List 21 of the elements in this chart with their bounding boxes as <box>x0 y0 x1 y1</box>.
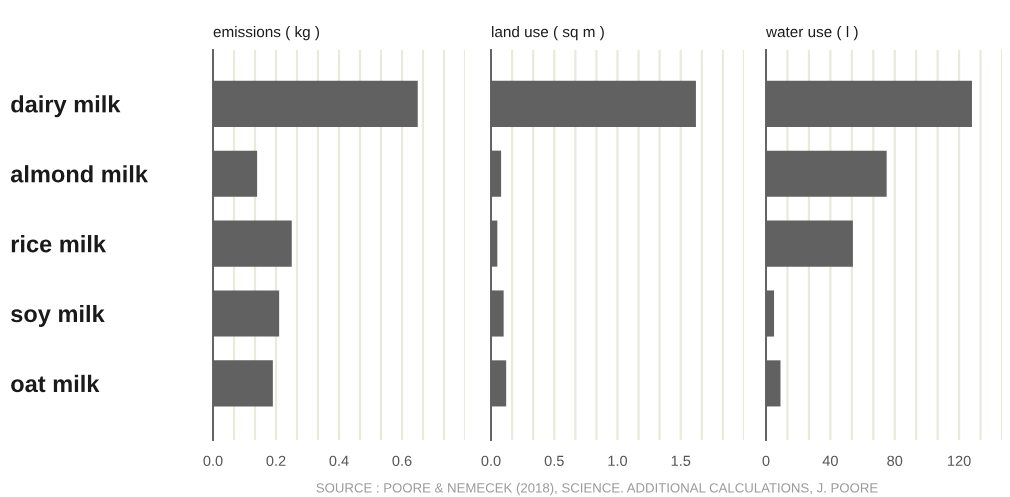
x-tick-label: 0.2 <box>266 455 286 466</box>
x-tick-label: 0.6 <box>392 455 412 466</box>
y-tick-label: dairy milk <box>11 95 121 118</box>
x-tick-label: 0.0 <box>203 455 223 466</box>
chart-title: water use ( l ) <box>765 26 858 41</box>
x-tick-label: 120 <box>948 455 971 466</box>
x-tick-label: 1.0 <box>608 455 628 466</box>
x-tick-label: 40 <box>822 455 838 466</box>
x-tick-label: 0 <box>762 455 770 466</box>
x-tick-label: 1.5 <box>671 455 691 466</box>
x-tick-label: 0.4 <box>329 455 349 466</box>
chart-title: emissions ( kg ) <box>213 26 320 41</box>
x-tick-label: 80 <box>887 455 903 466</box>
chart-title: land use ( sq m ) <box>492 26 604 41</box>
y-tick-label: soy milk <box>11 304 105 327</box>
x-tick-label: 0.5 <box>544 455 564 466</box>
source-note: SOURCE : POORE & NEMECEK (2018), SCIENCE. ADDITIONAL CALCULATIONS, J. POORE <box>316 482 878 496</box>
y-tick-label: almond milk <box>10 165 149 183</box>
y-tick-label: oat milk <box>11 374 100 393</box>
y-tick-label: rice milk <box>11 235 107 253</box>
x-tick-label: 0.0 <box>481 455 501 466</box>
